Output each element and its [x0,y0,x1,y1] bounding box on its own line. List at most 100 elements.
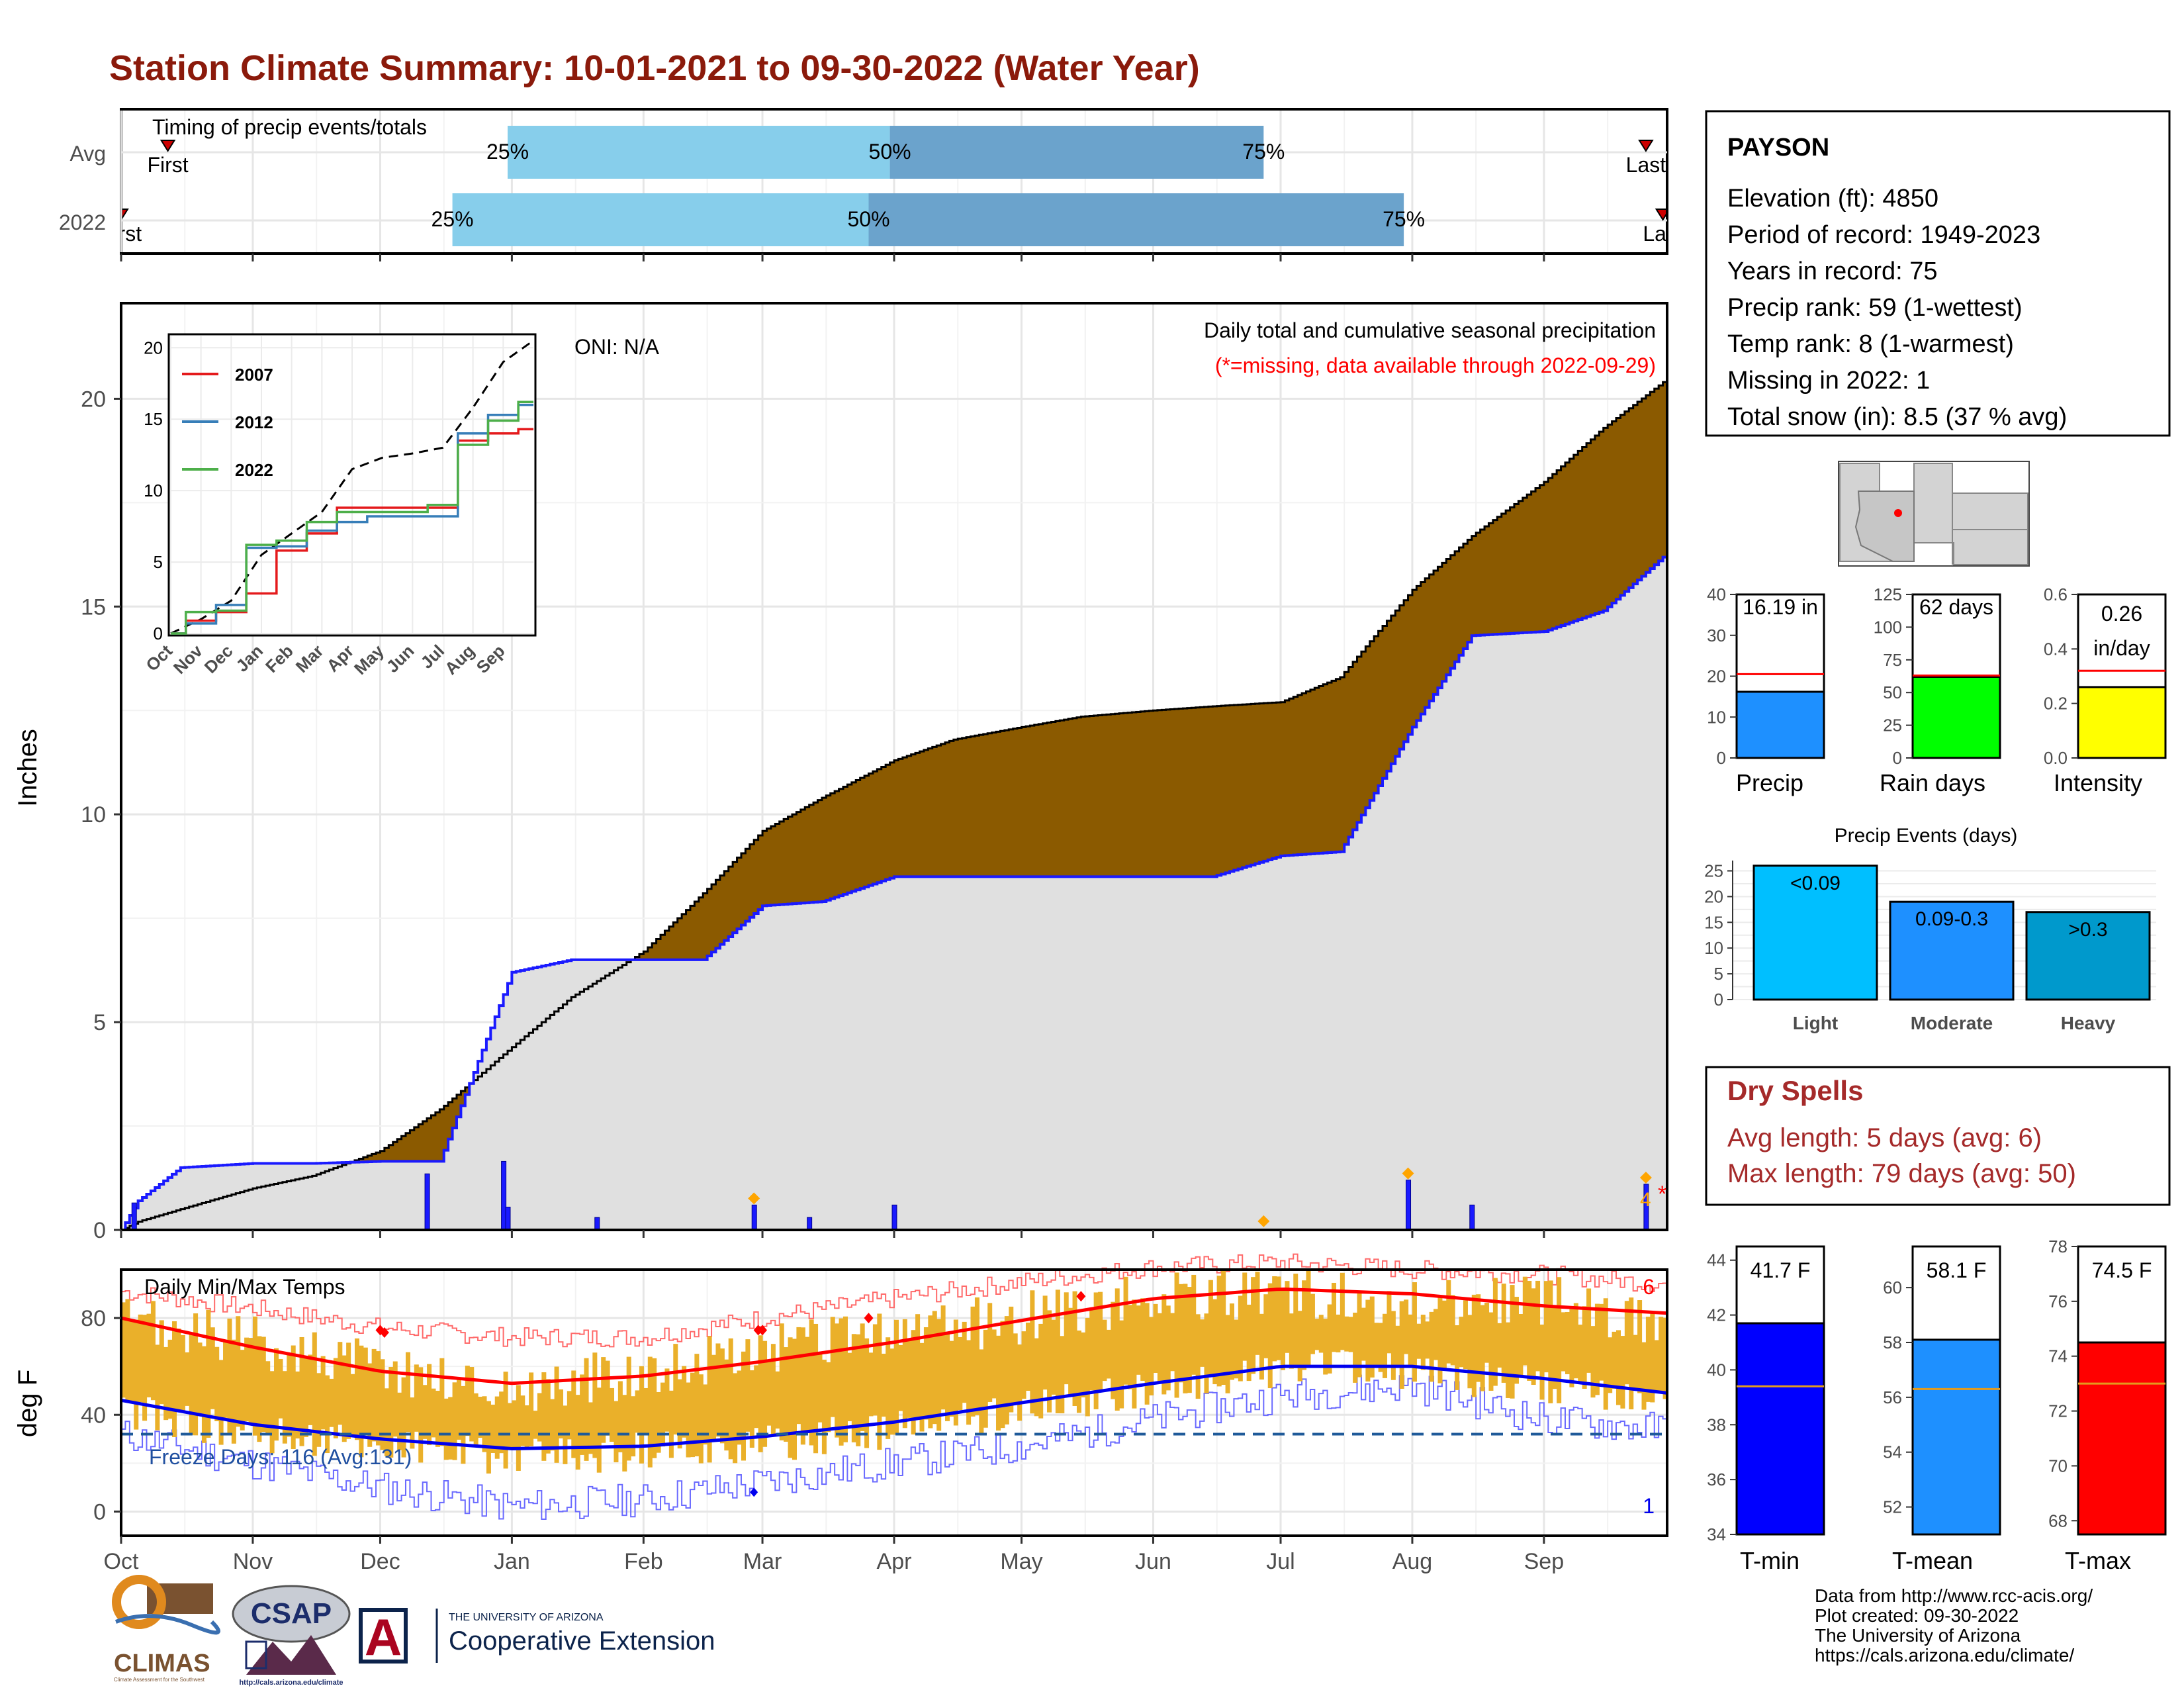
daily-temp-bar [1654,1340,1659,1393]
map-arizona [1854,491,1915,562]
gauge-label-tmin: T-min [1740,1547,1799,1574]
daily-temp-bar [1119,1320,1124,1409]
daily-temp-bar [401,1377,406,1458]
station-info-box: PAYSON Elevation (ft): 4850 Period of re… [1705,110,2171,437]
daily-temp-bar [1514,1297,1519,1384]
precip-y-tick-label: 20 [81,387,106,412]
daily-temp-bar [443,1398,449,1460]
timing-p25-label: 25% [486,140,529,164]
daily-temp-bar [1573,1303,1578,1379]
daily-temp-bar [142,1315,148,1421]
daily-temp-bar [163,1346,169,1421]
page-title: Station Climate Summary: 10-01-2021 to 0… [109,48,1200,88]
daily-temp-bar [346,1342,351,1439]
temp-panel: 0 40 80 Oct Nov Dec Jan Feb Mar Apr May Jun Jul Aug S… [13,1253,1668,1574]
ua-logo-big-text: Cooperative Extension [449,1626,715,1656]
daily-temp-bar [1412,1282,1417,1382]
daily-temp-bar [1221,1270,1226,1385]
month-label: Jan [494,1549,530,1574]
daily-temp-bar [668,1390,674,1458]
daily-temp-bar [1340,1272,1345,1350]
dry-spells-frame [1705,1066,2171,1206]
daily-temp-bar [1000,1321,1005,1429]
daily-temp-bar [248,1338,253,1423]
daily-temp-bar [766,1362,772,1426]
daily-temp-bar [1064,1292,1069,1385]
daily-temp-bar [252,1316,257,1436]
daily-temp-bar [1659,1317,1664,1393]
daily-temp-bar [1123,1276,1128,1385]
daily-temp-bar [817,1353,823,1423]
timing-row-label-2022: 2022 [59,211,106,234]
timing-bar-50-75 [889,126,1264,179]
daily-temp-bar [354,1338,359,1440]
daily-temp-bar [877,1313,882,1450]
cumulative-2022-line [121,555,1667,1231]
daily-temp-bar [465,1366,470,1436]
avg-max-line [120,1287,1668,1385]
temp-y-tick-label: 80 [81,1306,106,1331]
daily-temp-bar [1216,1276,1222,1387]
daily-temp-bar [1302,1280,1307,1370]
gauge-bar [1735,690,1825,759]
station-snow: Total snow (in): 8.5 (37 % avg) [1727,403,2067,431]
daily-temp-bar [966,1340,972,1425]
daily-temp-bar [826,1362,831,1432]
precip-y-tick-label: 15 [81,594,106,620]
daily-temp-bar [1408,1314,1413,1368]
daily-temp-bar [1378,1323,1383,1372]
daily-temp-bar [1510,1285,1515,1399]
daily-temp-bar [1021,1331,1026,1399]
daily-temp-bar [983,1329,988,1428]
daily-temp-bar [1208,1280,1213,1375]
daily-temp-bar [1149,1317,1154,1395]
daily-temp-bar [694,1354,700,1457]
daily-temp-bar [180,1335,185,1412]
daily-temp-bar [1492,1278,1498,1386]
daily-temp-bar [456,1380,462,1440]
gauge-tick-label: 44 [1707,1250,1726,1270]
daily-temp-bar [278,1358,283,1419]
gauge-bar [1735,1322,1825,1536]
first-event-label: First [147,153,188,177]
gauge-tick-label: 54 [1883,1442,1902,1462]
daily-temp-bar [762,1340,768,1447]
daily-temp-bar [545,1379,551,1454]
daily-temp-bar [461,1385,466,1464]
csap-cloud [232,1585,351,1643]
daily-temp-bar [1081,1332,1086,1397]
daily-temp-bar [1234,1319,1239,1379]
daily-temp-bar [1025,1323,1030,1391]
daily-temp-bar [1569,1309,1574,1387]
daily-temp-bar [1518,1314,1524,1376]
daily-temp-bar [303,1356,308,1437]
daily-temp-bar [380,1359,385,1450]
gauge-tick-label: 0 [1717,748,1726,768]
daily-temp-bar [325,1375,330,1454]
daily-temp-bar [915,1314,921,1417]
daily-temp-bar [839,1318,844,1446]
daily-temp-bar [333,1358,338,1438]
daily-temp-bar [886,1337,891,1439]
month-label: Oct [104,1549,139,1574]
gauge-tick-label: 58 [1883,1333,1902,1352]
daily-temp-bar [1238,1295,1243,1382]
gauge-tick-label: 20 [1707,667,1726,686]
daily-temp-bar [932,1311,937,1425]
station-name: PAYSON [1727,134,1829,162]
daily-temp-bar [940,1305,946,1410]
daily-temp-bar [851,1334,856,1442]
gauge-label-rain-days: Rain days [1880,769,1985,796]
daily-precip-bars [131,1160,1652,1231]
daily-temp-bar [707,1336,712,1463]
daily-temp-bar [1102,1319,1107,1382]
daily-temp-bar [1251,1277,1256,1374]
daily-temp-bar [775,1371,780,1429]
daily-temp-bar [945,1333,950,1421]
daily-temp-bar [397,1392,402,1450]
last-event-label: Last [1626,153,1666,177]
daily-temp-bar [1543,1281,1549,1373]
daily-temp-bar [308,1354,313,1425]
daily-temp-bar [1212,1299,1218,1385]
timing-bar-25-50 [508,126,890,179]
